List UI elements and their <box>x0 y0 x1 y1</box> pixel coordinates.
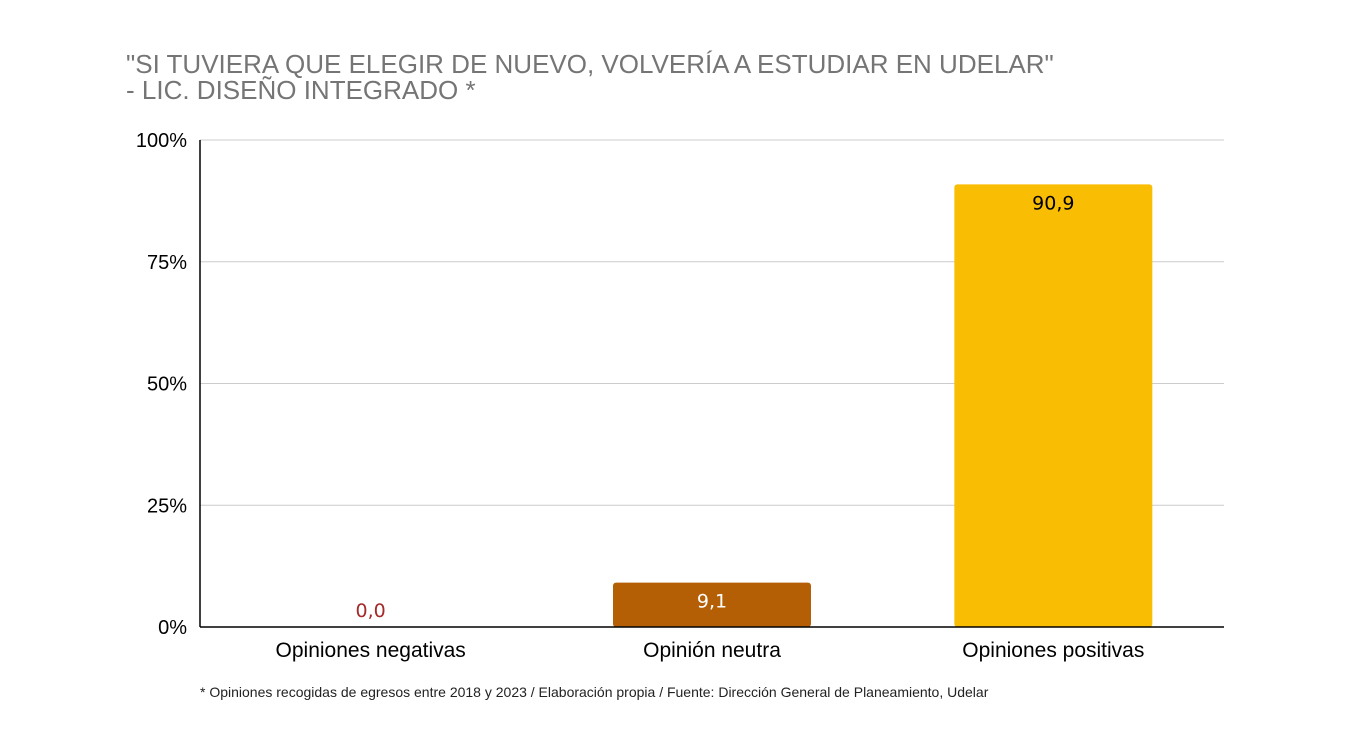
y-axis-tick-labels: 0% 25% 50% 75% 100% <box>136 130 187 639</box>
data-label: 0,0 <box>356 600 386 622</box>
y-tick-label: 25% <box>147 495 187 517</box>
x-tick-label: Opiniones negativas <box>276 639 466 662</box>
footnote: * Opiniones recogidas de egresos entre 2… <box>200 684 989 700</box>
x-tick-label: Opiniones positivas <box>962 639 1144 662</box>
data-label: 90,9 <box>1032 192 1074 214</box>
data-label: 9,1 <box>697 591 727 613</box>
y-tick-label: 50% <box>147 374 187 396</box>
y-tick-label: 0% <box>158 617 187 639</box>
x-axis-category-labels: Opiniones negativas Opinión neutra Opinion… <box>276 639 1145 662</box>
axes <box>199 140 1224 628</box>
chart-title-line-1: "SI TUVIERA QUE ELEGIR DE NUEVO, VOLVERÍ… <box>126 49 1054 79</box>
bar <box>613 582 811 627</box>
chart-title-line-2: - LIC. DISEÑO INTEGRADO * <box>126 75 476 105</box>
data-labels: 0,0 9,1 90,9 <box>356 192 1075 622</box>
x-tick-label: Opinión neutra <box>643 639 781 662</box>
chart-title: "SI TUVIERA QUE ELEGIR DE NUEVO, VOLVERÍ… <box>126 49 1054 105</box>
y-tick-label: 75% <box>147 252 187 274</box>
bar <box>954 184 1153 627</box>
bars <box>613 184 1153 627</box>
y-tick-label: 100% <box>136 130 187 152</box>
